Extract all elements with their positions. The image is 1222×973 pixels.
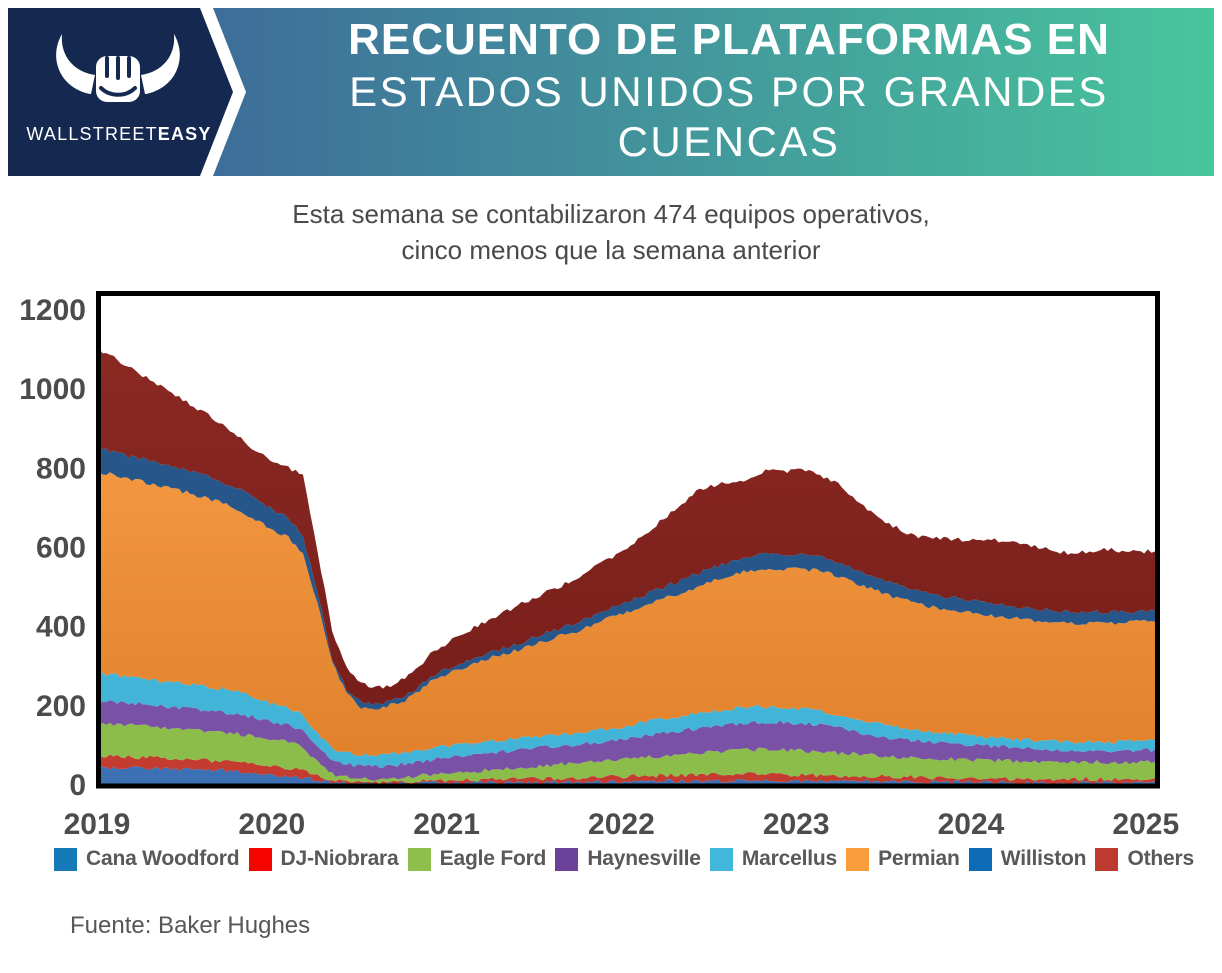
area-band-dj-niobrara — [100, 754, 1156, 785]
y-axis-tick-labels: 0 200 400 600 800 1000 1200 — [19, 294, 86, 802]
legend-item-dj-niobrara: DJ-Niobrara — [248, 847, 399, 871]
title-banner-background — [213, 8, 1214, 176]
x-axis-tick-labels: 2019 2020 2021 2022 2023 2024 2025 — [64, 808, 1180, 840]
area-band-haynesville — [100, 700, 1156, 781]
brand-name: WALLSTREETEASY — [20, 124, 218, 145]
legend-swatch — [968, 847, 992, 871]
area-band-williston — [100, 448, 1156, 710]
x-tick-label: 2019 — [64, 808, 131, 840]
legend-swatch — [407, 847, 431, 871]
source-note: Fuente: Baker Hughes — [70, 912, 311, 939]
chart-subtitle-line2: cinco menos que la semana anterior — [401, 235, 821, 265]
legend-label: Eagle Ford — [439, 847, 547, 870]
y-tick-label: 1200 — [19, 294, 86, 327]
y-tick-label: 400 — [36, 611, 86, 644]
y-tick-label: 1000 — [19, 373, 86, 406]
legend-swatch — [709, 847, 733, 871]
area-band-permian — [100, 472, 1156, 757]
y-tick-label: 0 — [69, 769, 86, 802]
legend-item-permian: Permian — [846, 847, 960, 871]
legend-label: Williston — [1000, 847, 1087, 870]
legend-swatch — [1095, 847, 1119, 871]
header-banner — [8, 8, 1214, 176]
x-tick-label: 2025 — [1112, 808, 1179, 840]
chart-subtitle: Esta semana se contabilizaron 474 equipo… — [0, 196, 1222, 268]
legend-label: Cana Woodford — [86, 847, 240, 870]
x-tick-label: 2024 — [938, 808, 1005, 840]
brand-name-regular: WALLSTREET — [26, 124, 158, 144]
legend-item-others: Others — [1095, 847, 1194, 871]
page-title: RECUENTO DE PLATAFORMAS EN ESTADOS UNIDO… — [248, 10, 1210, 172]
legend-label: Others — [1127, 847, 1194, 870]
chart-legend: Cana Woodford DJ-Niobrara Eagle Ford Haynes… — [54, 847, 1194, 871]
chart-subtitle-line1: Esta semana se contabilizaron 474 equipo… — [292, 199, 930, 229]
legend-swatch — [846, 847, 870, 871]
legend-swatch — [54, 847, 77, 871]
brand-name-bold: EASY — [157, 124, 212, 144]
x-tick-label: 2023 — [763, 808, 830, 840]
y-tick-label: 200 — [36, 690, 86, 723]
stacked-area-bands — [100, 349, 1156, 785]
area-band-eagle-ford — [100, 722, 1156, 784]
legend-item-williston: Williston — [968, 847, 1087, 871]
x-tick-label: 2020 — [238, 808, 305, 840]
y-tick-label: 800 — [36, 452, 86, 485]
legend-swatch — [555, 847, 579, 871]
area-band-cana-woodford — [100, 766, 1156, 785]
legend-swatch — [248, 847, 272, 871]
legend-label: Permian — [878, 847, 960, 870]
legend-item-haynesville: Haynesville — [555, 847, 701, 871]
x-tick-label: 2021 — [413, 808, 480, 840]
legend-item-cana-woodford: Cana Woodford — [54, 847, 240, 871]
legend-item-eagle-ford: Eagle Ford — [407, 847, 547, 871]
x-tick-label: 2022 — [588, 808, 655, 840]
area-band-others — [100, 349, 1156, 705]
y-tick-label: 600 — [36, 532, 86, 565]
page-title-line2: ESTADOS UNIDOS POR GRANDES CUENCAS — [349, 68, 1109, 165]
legend-label: Marcellus — [741, 847, 837, 870]
page-title-line1: RECUENTO DE PLATAFORMAS EN — [348, 15, 1110, 64]
legend-label: DJ-Niobrara — [280, 847, 399, 870]
legend-item-marcellus: Marcellus — [709, 847, 837, 871]
bull-logo-icon — [56, 34, 180, 102]
plot-border — [96, 291, 1160, 789]
legend-label: Haynesville — [587, 847, 701, 870]
